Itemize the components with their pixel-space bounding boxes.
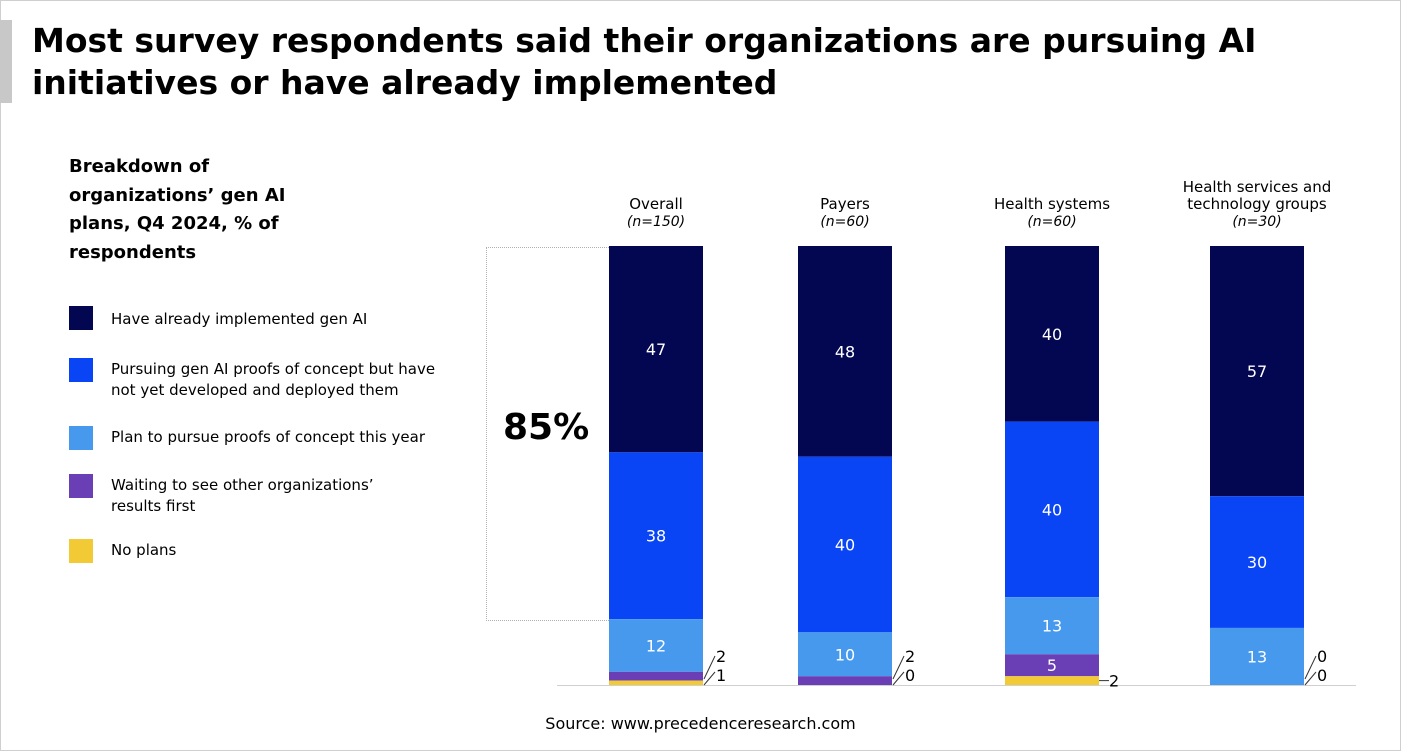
- bar-segment-implemented: [1005, 246, 1099, 422]
- category-n-label: (n=150): [627, 214, 685, 230]
- legend-label: No plans: [111, 541, 177, 559]
- bar-segment-plan: [609, 619, 703, 672]
- bar-value-label: 10: [835, 645, 855, 664]
- highlight-bracket: [486, 247, 609, 621]
- legend-label: Have already implemented gen AI: [111, 310, 368, 328]
- bar-value-label: 40: [1042, 500, 1062, 519]
- bar-segment-implemented: [609, 246, 703, 453]
- legend-label: Waiting to see other organizations’ resu…: [111, 476, 374, 515]
- bar-value-label: 5: [1047, 656, 1057, 675]
- bar-segment-pursuing: [1005, 421, 1099, 598]
- bar-segment-pursuing: [609, 452, 703, 620]
- bar-segment-waiting: [798, 676, 892, 685]
- small-value-label: 2: [905, 647, 915, 666]
- highlight-percentage: 85%: [503, 407, 590, 448]
- bar-segment-no-plans: [609, 680, 703, 685]
- bar-value-label: 30: [1247, 553, 1267, 572]
- legend-label: Plan to pursue proofs of concept this ye…: [111, 428, 426, 446]
- category-n-label: (n=60): [1027, 214, 1076, 230]
- bar-value-label: 38: [646, 527, 666, 546]
- small-value-label: 1: [716, 666, 726, 685]
- small-value-label: 0: [1317, 666, 1327, 685]
- callout-leader-line: [892, 671, 905, 686]
- bar-value-label: 12: [646, 636, 666, 655]
- bar-segment-pursuing: [1210, 496, 1304, 628]
- callout-leader-line: [1304, 655, 1317, 680]
- bar-segment-plan: [1005, 597, 1099, 655]
- legend-swatch: [69, 539, 93, 563]
- bar-segment-pursuing: [798, 456, 892, 633]
- bar-value-label: 47: [646, 340, 666, 359]
- bar-segment-waiting: [609, 671, 703, 681]
- small-value-label: 0: [905, 666, 915, 685]
- callout-leader-line: [703, 671, 716, 686]
- title-accent-bar: [0, 20, 12, 103]
- category-n-label: (n=60): [820, 214, 869, 230]
- chart-subtitle: Breakdown of organizations’ gen AI plans…: [69, 156, 286, 263]
- bar-value-label: 40: [1042, 325, 1062, 344]
- source-note: Source: www.precedenceresearch.com: [545, 714, 856, 733]
- callout-leader-line: [703, 655, 716, 680]
- bar-value-label: 40: [835, 536, 855, 555]
- bar-value-label: 13: [1247, 647, 1267, 666]
- bar-segment-implemented: [1210, 246, 1304, 497]
- legend-swatch: [69, 426, 93, 450]
- legend-swatch: [69, 474, 93, 498]
- bar-value-label: 57: [1247, 362, 1267, 381]
- legend-label: Pursuing gen AI proofs of concept but ha…: [111, 360, 436, 399]
- category-label: Health systems: [994, 195, 1110, 213]
- small-value-label: 2: [1109, 672, 1119, 691]
- bar-segment-waiting: [1005, 654, 1099, 677]
- bar-segment-plan: [798, 632, 892, 677]
- bar-value-label: 48: [835, 342, 855, 361]
- small-value-label: 2: [716, 647, 726, 666]
- small-value-label: 0: [1317, 647, 1327, 666]
- callout-leader-line: [1304, 671, 1317, 686]
- category-label: Payers: [820, 195, 870, 213]
- category-label: Overall: [629, 195, 683, 213]
- bar-value-label: 13: [1042, 617, 1062, 636]
- bar-segment-implemented: [798, 246, 892, 457]
- category-label: Health services and technology groups: [1183, 178, 1332, 213]
- category-n-label: (n=30): [1232, 214, 1281, 230]
- legend-swatch: [69, 306, 93, 330]
- legend-swatch: [69, 358, 93, 382]
- callout-leader-line: [892, 655, 905, 680]
- chart-title: Most survey respondents said their organ…: [32, 21, 1257, 102]
- bar-segment-plan: [1210, 627, 1304, 685]
- bar-segment-no-plans: [1005, 676, 1099, 685]
